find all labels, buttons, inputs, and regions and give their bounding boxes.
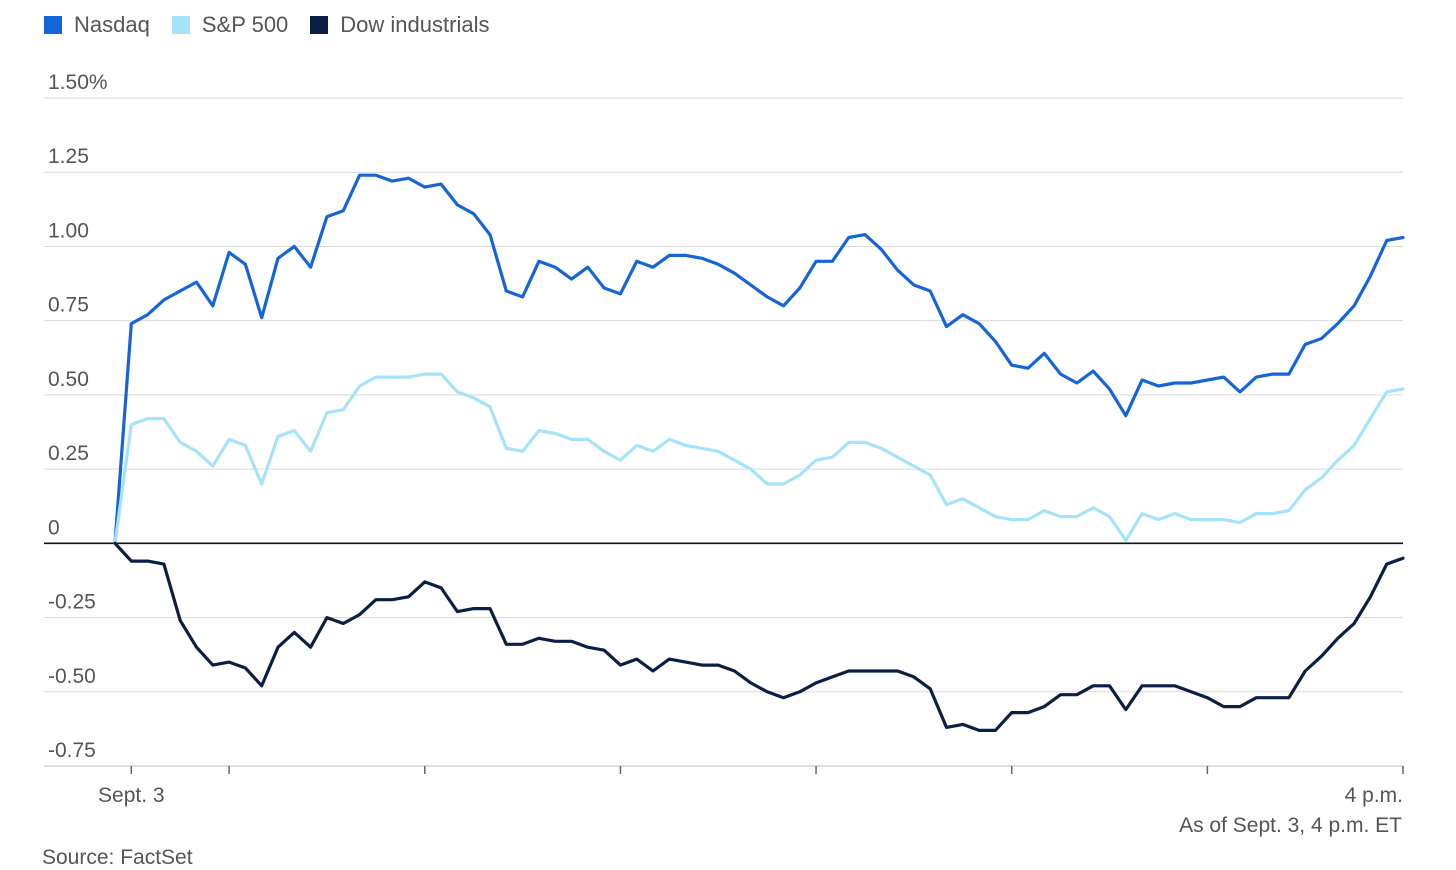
legend-item-nasdaq: Nasdaq <box>44 12 150 38</box>
legend-swatch-dow <box>310 16 329 34</box>
legend-swatch-sp500 <box>171 16 190 34</box>
legend-label-nasdaq: Nasdaq <box>74 12 150 37</box>
y-tick-label-8: -0.50 <box>48 665 96 688</box>
y-tick-label-0: 1.50% <box>48 71 108 94</box>
y-tick-label-1: 1.25 <box>48 145 89 168</box>
y-tick-label-9: -0.75 <box>48 739 96 762</box>
series-line-s-p-500 <box>113 372 1405 545</box>
y-tick-label-6: 0 <box>48 516 60 539</box>
y-tick-label-4: 0.50 <box>48 368 89 391</box>
y-tick-label-5: 0.25 <box>48 442 89 465</box>
series-line-dow-industrials <box>113 541 1405 733</box>
x-tick-label-1: 4 p.m. <box>1345 784 1403 807</box>
legend-label-sp500: S&P 500 <box>201 12 289 37</box>
source-note: Source: FactSet <box>42 846 193 869</box>
y-tick-label-7: -0.25 <box>48 591 96 614</box>
y-tick-label-3: 0.75 <box>48 294 89 317</box>
x-tick-label-0: Sept. 3 <box>98 784 165 807</box>
legend-label-dow: Dow industrials <box>340 12 490 37</box>
legend-item-sp500: S&P 500 <box>171 12 289 38</box>
y-tick-label-2: 1.00 <box>48 219 89 242</box>
legend-item-dow: Dow industrials <box>310 12 489 38</box>
as-of-note: As of Sept. 3, 4 p.m. ET <box>1179 814 1402 837</box>
chart-legend: Nasdaq S&P 500 Dow industrials <box>44 12 511 38</box>
legend-swatch-nasdaq <box>44 16 62 34</box>
series-line-nasdaq <box>113 173 1405 545</box>
